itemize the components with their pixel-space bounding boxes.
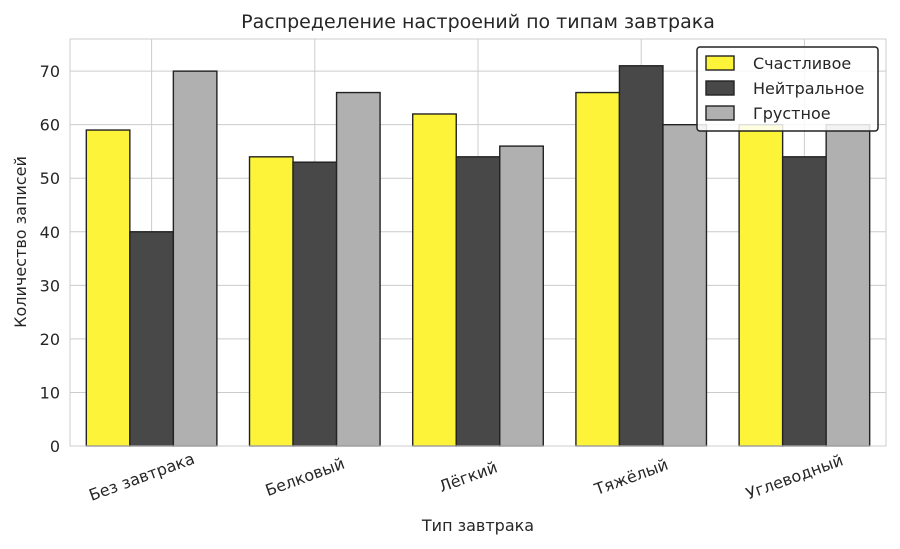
x-tick-label: Лёгкий — [436, 458, 500, 497]
legend-swatch — [705, 105, 735, 121]
y-tick-label: 70 — [40, 62, 60, 81]
y-tick-label: 0 — [50, 437, 60, 456]
bar — [172, 70, 218, 447]
y-tick-label: 40 — [40, 223, 60, 242]
bar — [85, 129, 131, 447]
legend-swatch — [705, 55, 735, 71]
legend-box — [696, 46, 879, 132]
y-tick-label: 50 — [40, 169, 60, 188]
x-tick-label: Тяжёлый — [591, 455, 671, 500]
x-tick-label: Белковый — [263, 454, 347, 500]
chart-title: Распределение настроений по типам завтра… — [241, 11, 715, 33]
y-tick-labels: 0 10 20 30 40 50 60 70 — [40, 62, 60, 456]
bar — [781, 156, 827, 447]
bar — [455, 156, 501, 447]
bar — [292, 161, 338, 447]
bar — [412, 113, 457, 447]
x-tick-label: Без завтрака — [86, 449, 197, 505]
y-tick-label: 60 — [40, 116, 60, 135]
y-tick-label: 20 — [40, 330, 60, 349]
bar — [575, 91, 621, 447]
x-tick-labels: Без завтрака Белковый Лёгкий Тяжёлый Углевод… — [86, 449, 845, 505]
bar — [248, 156, 294, 447]
bar — [335, 91, 381, 447]
y-tick-label: 30 — [40, 276, 60, 295]
legend-label: Нейтральное — [753, 79, 864, 98]
y-axis-label: Количество записей — [11, 156, 30, 328]
bar — [618, 65, 664, 447]
bar — [129, 231, 175, 447]
bar — [662, 123, 708, 447]
y-tick-label: 10 — [40, 383, 60, 402]
bars — [85, 65, 871, 447]
bar — [738, 123, 784, 447]
x-axis-label: Тип завтрака — [421, 516, 534, 535]
legend-swatch — [705, 80, 735, 96]
legend: Счастливое Нейтральное Грустное — [696, 46, 879, 132]
bar — [825, 123, 871, 447]
plot-frame — [69, 38, 887, 447]
bar — [499, 145, 544, 447]
x-tick-label: Углеводный — [743, 450, 845, 503]
legend-label: Счастливое — [753, 54, 851, 73]
legend-label: Грустное — [753, 104, 831, 123]
